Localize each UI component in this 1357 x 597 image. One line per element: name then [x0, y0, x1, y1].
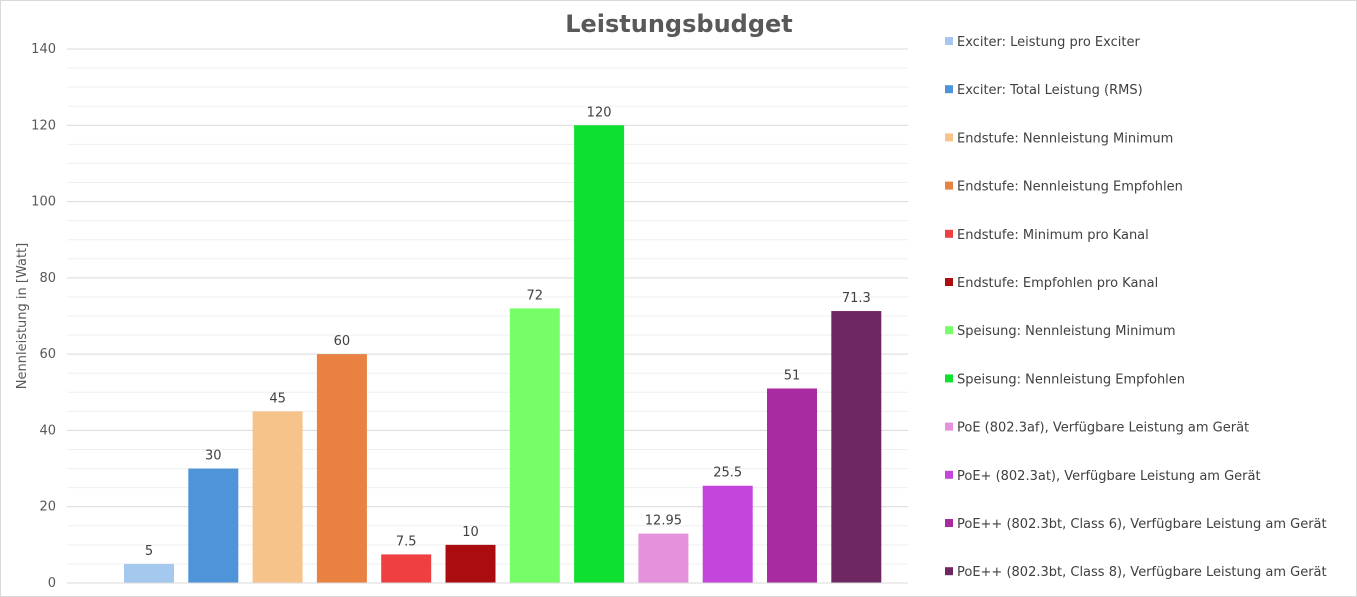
legend-swatch [945, 278, 953, 286]
legend-label: Speisung: Nennleistung Minimum [957, 324, 1176, 339]
data-label: 10 [462, 525, 479, 540]
data-label: 12.95 [645, 514, 682, 529]
legend-swatch [945, 133, 953, 142]
legend-swatch [945, 374, 953, 383]
data-label: 7.5 [396, 534, 417, 549]
y-tick-label: 60 [39, 347, 56, 362]
legend-swatch [945, 567, 953, 576]
data-label: 120 [587, 105, 612, 120]
bar [702, 485, 753, 583]
y-tick-label: 100 [31, 195, 56, 210]
data-label: 51 [784, 368, 801, 383]
legend-swatch [945, 422, 953, 431]
legend-swatch [945, 181, 953, 190]
bar [509, 308, 560, 583]
y-tick-label: 140 [31, 42, 56, 57]
legend-swatch [945, 85, 953, 94]
bars [124, 125, 882, 584]
bar [252, 411, 303, 583]
data-label: 60 [334, 334, 351, 349]
legend-label: PoE++ (802.3bt, Class 6), Verfügbare Lei… [957, 517, 1327, 532]
y-axis-title: Nennleistung in [Watt] [15, 243, 30, 389]
legend-label: PoE++ (802.3bt, Class 8), Verfügbare Lei… [957, 565, 1327, 580]
legend-label: Exciter: Total Leistung (RMS) [957, 83, 1143, 98]
y-tick-label: 80 [39, 271, 56, 286]
y-tick-label: 120 [31, 118, 56, 133]
data-label: 25.5 [713, 466, 742, 481]
chart-title: Leistungsbudget [565, 10, 793, 38]
legend: Exciter: Leistung pro Exciter Exciter: To… [945, 35, 1327, 580]
legend-label: PoE (802.3af), Verfügbare Leistung am Ge… [957, 421, 1249, 436]
bar [767, 388, 817, 583]
bar [574, 125, 625, 584]
bar [316, 354, 367, 583]
legend-swatch [945, 326, 953, 335]
data-label: 45 [269, 391, 286, 406]
bar [124, 563, 174, 583]
data-labels: 5 30 45 60 7.5 10 72 120 12.95 25.5 51 71.3 [145, 105, 871, 559]
legend-swatch [945, 470, 953, 479]
data-label: 72 [527, 288, 544, 303]
data-label: 30 [205, 449, 222, 464]
y-tick-label: 0 [48, 576, 56, 591]
legend-label: PoE+ (802.3at), Verfügbare Leistung am G… [957, 469, 1261, 484]
legend-label: Endstufe: Empfohlen pro Kanal [957, 276, 1158, 291]
y-axis-ticks: 0 20 40 60 80 100 120 140 [31, 42, 56, 591]
y-tick-label: 40 [39, 423, 56, 438]
legend-label: Exciter: Leistung pro Exciter [957, 35, 1140, 50]
y-tick-label: 20 [39, 500, 56, 515]
bar [831, 311, 882, 583]
bar [638, 533, 689, 583]
bar [445, 544, 496, 583]
legend-swatch [945, 37, 953, 45]
legend-label: Speisung: Nennleistung Empfohlen [957, 372, 1185, 387]
legend-swatch [945, 229, 953, 238]
legend-swatch [945, 519, 953, 527]
data-label: 5 [145, 544, 153, 559]
legend-label: Endstufe: Nennleistung Minimum [957, 131, 1173, 146]
legend-label: Endstufe: Nennleistung Empfohlen [957, 180, 1183, 195]
legend-label: Endstufe: Minimum pro Kanal [957, 228, 1149, 243]
bar [188, 468, 239, 583]
bar [381, 554, 432, 583]
data-label: 71.3 [842, 291, 871, 306]
